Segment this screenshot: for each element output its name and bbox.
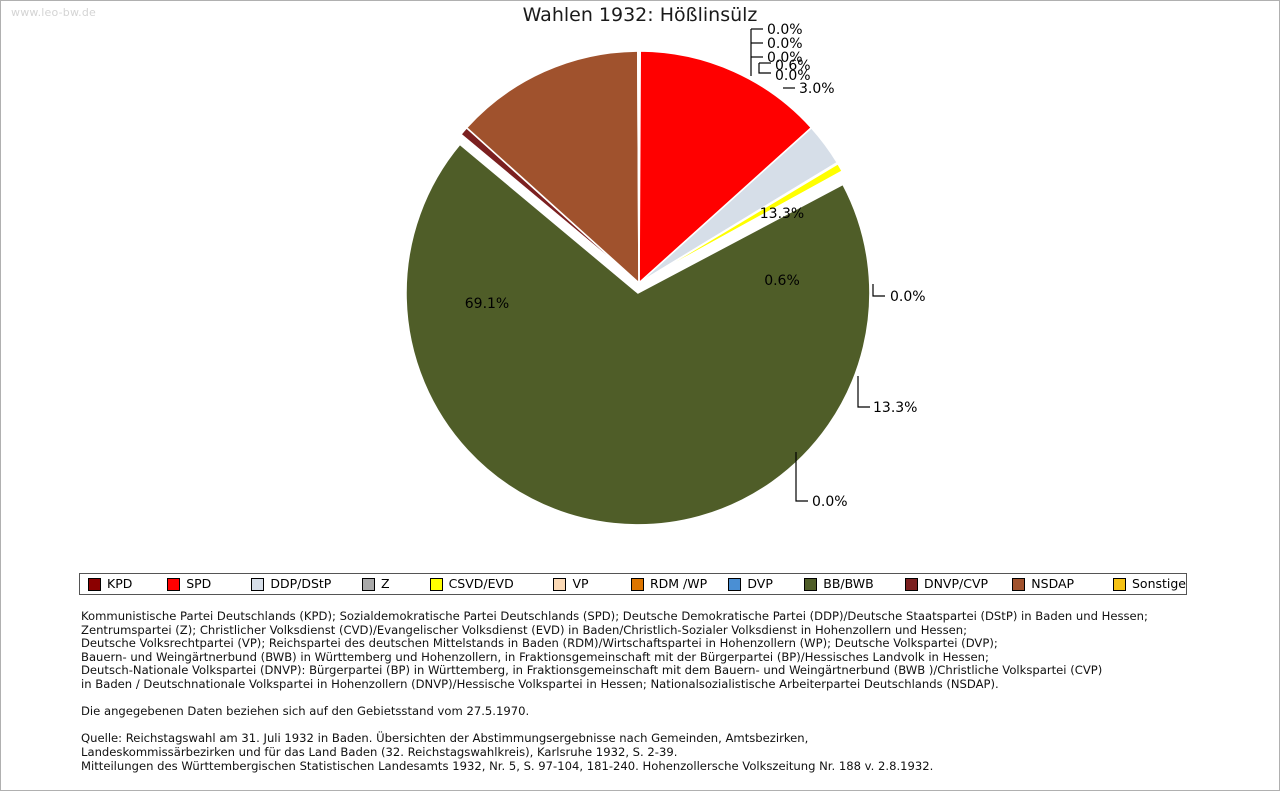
pie-callout-rdm-wp: 0.0% xyxy=(775,68,811,84)
leader-tick-5 xyxy=(758,63,771,74)
legend-swatch-icon xyxy=(630,577,644,591)
legend-item-z[interactable]: Z xyxy=(354,574,422,594)
pie-callout-csvd-evd: 0.6% xyxy=(775,58,811,74)
legend-swatch-icon xyxy=(251,577,265,591)
legend-swatch-icon xyxy=(88,577,101,591)
pie-slice-spd[interactable] xyxy=(638,50,813,285)
footnote-territory-line: Die angegebenen Daten beziehen sich auf … xyxy=(81,704,530,719)
footnote-source-line-3: Mitteilungen des Württembergischen Stati… xyxy=(81,758,934,773)
pie-callout-dvp: 0.0% xyxy=(890,289,926,305)
legend-item-label: BB/BWB xyxy=(823,575,874,591)
pie-chart-area: 69.1% 13.3% 0.6% 0.0% 0.0% 0.0% 0.6% 0.0% 3.0% 0.… xyxy=(1,1,1279,561)
footnote-parties: Kommunistische Partei Deutschlands (KPD)… xyxy=(81,609,1211,692)
legend-swatch-icon xyxy=(804,577,818,591)
legend-swatch-icon xyxy=(429,577,443,591)
pie-label-spd: 13.3% xyxy=(760,206,804,222)
legend-swatch-icon xyxy=(167,577,181,591)
pie-slice-sonstige[interactable] xyxy=(636,50,640,284)
footnote-parties-line-2: Zentrumspartei (Z); Christlicher Volksdi… xyxy=(81,622,968,637)
footnote-source: Quelle: Reichstagswahl am 31. Juli 1932 … xyxy=(81,732,1211,773)
page-title: Wahlen 1932: Hößlinsülz xyxy=(522,4,758,26)
legend-item-label: RDM /WP xyxy=(649,575,708,591)
footnote-parties-line-4: Bauern- und Weingärtnerbund (BWB) in Wür… xyxy=(81,649,989,664)
legend-item-bb-bwb[interactable]: BB/BWB xyxy=(796,574,897,594)
pie-leader-lines xyxy=(750,28,885,502)
pie-slice-labels: 69.1%13.3%0.6%0.0%0.0%0.0%0.6%0.0%3.0%0.… xyxy=(465,22,926,510)
legend-item-label: CSVD/EVD xyxy=(448,575,514,591)
leader-dvp xyxy=(872,284,885,297)
legend-item-dnvp-cvp[interactable]: DNVP/CVP xyxy=(897,574,1004,594)
pie-callout-nsdap: 13.3% xyxy=(873,400,917,416)
legend-item-label: SPD xyxy=(186,575,212,591)
pie-label-dnvp-cvp: 0.6% xyxy=(764,273,800,289)
legend-item-label: NSDAP xyxy=(1031,575,1075,591)
footnote-territory: Die angegebenen Daten beziehen sich auf … xyxy=(81,705,1211,719)
legend-item-label: DVP xyxy=(747,575,773,591)
legend-item-vp[interactable]: VP xyxy=(545,574,623,594)
legend-item-rdm-wp[interactable]: RDM /WP xyxy=(623,574,720,594)
footnotes: Kommunistische Partei Deutschlands (KPD)… xyxy=(81,609,1211,773)
legend-item-csvd-evd[interactable]: CSVD/EVD xyxy=(422,574,546,594)
legend-item-label: DNVP/CVP xyxy=(923,575,989,591)
chart-legend: KPD SPD DDP/DStP Z CSVD/EVD VP RDM /WP DVP BB/BW… xyxy=(79,573,1187,595)
legend-item-dvp[interactable]: DVP xyxy=(720,574,796,594)
watermark-text: www.leo-bw.de xyxy=(11,6,97,19)
pie-slice-nsdap[interactable] xyxy=(465,50,640,285)
pie-label-bb-bwb: 69.1% xyxy=(465,296,509,312)
legend-item-spd[interactable]: SPD xyxy=(159,574,243,594)
legend-item-sonstige[interactable]: Sonstige xyxy=(1105,574,1186,594)
leader-nsdap xyxy=(857,376,870,408)
leader-sonstige xyxy=(795,452,808,502)
pie-callout-sonstige: 0.0% xyxy=(812,494,848,510)
pie-callout-kpd: 0.0% xyxy=(767,22,803,38)
legend-item-label: DDP/DStP xyxy=(270,575,332,591)
footnote-spacer-1 xyxy=(81,692,1211,706)
pie-callout-vp: 0.0% xyxy=(767,50,803,66)
pie-callout-ddp-dstp: 3.0% xyxy=(799,81,835,97)
footnote-source-line-2: Landeskommissärbezirken und für das Land… xyxy=(81,744,678,759)
legend-item-label: KPD xyxy=(107,575,133,591)
legend-item-nsdap[interactable]: NSDAP xyxy=(1004,574,1105,594)
legend-swatch-icon xyxy=(1012,577,1026,591)
pie-callout-z: 0.0% xyxy=(767,36,803,52)
pie-chart-svg: 69.1%13.3%0.6%0.0%0.0%0.0%0.6%0.0%3.0%0.… xyxy=(405,22,926,526)
footnote-parties-line-1: Kommunistische Partei Deutschlands (KPD)… xyxy=(81,609,1148,623)
legend-item-label: Z xyxy=(380,575,390,591)
footnote-parties-line-5: Deutsch-Nationale Volkspartei (DNVP): Bü… xyxy=(81,663,1103,678)
legend-item-label: VP xyxy=(572,575,589,591)
pie-slice-dvp[interactable] xyxy=(638,172,846,284)
legend-swatch-icon xyxy=(904,577,918,591)
legend-swatch-icon xyxy=(553,577,567,591)
legend-swatch-icon xyxy=(728,577,742,591)
pie-slices xyxy=(405,50,871,526)
pie-slice-bb-bwb[interactable] xyxy=(405,143,871,526)
legend-item-ddp-dstp[interactable]: DDP/DStP xyxy=(243,574,354,594)
footnote-source-line-1: Quelle: Reichstagswahl am 31. Juli 1932 … xyxy=(81,731,809,746)
legend-item-kpd[interactable]: KPD xyxy=(80,574,159,594)
legend-swatch-icon xyxy=(361,577,375,591)
footnote-parties-line-3: Deutsche Volksrechtpartei (VP); Reichspa… xyxy=(81,636,998,651)
legend-item-label: Sonstige xyxy=(1131,575,1187,591)
footnote-parties-line-6: in Baden / Deutschnationale Volkspartei … xyxy=(81,676,999,691)
legend-swatch-icon xyxy=(1112,577,1126,591)
